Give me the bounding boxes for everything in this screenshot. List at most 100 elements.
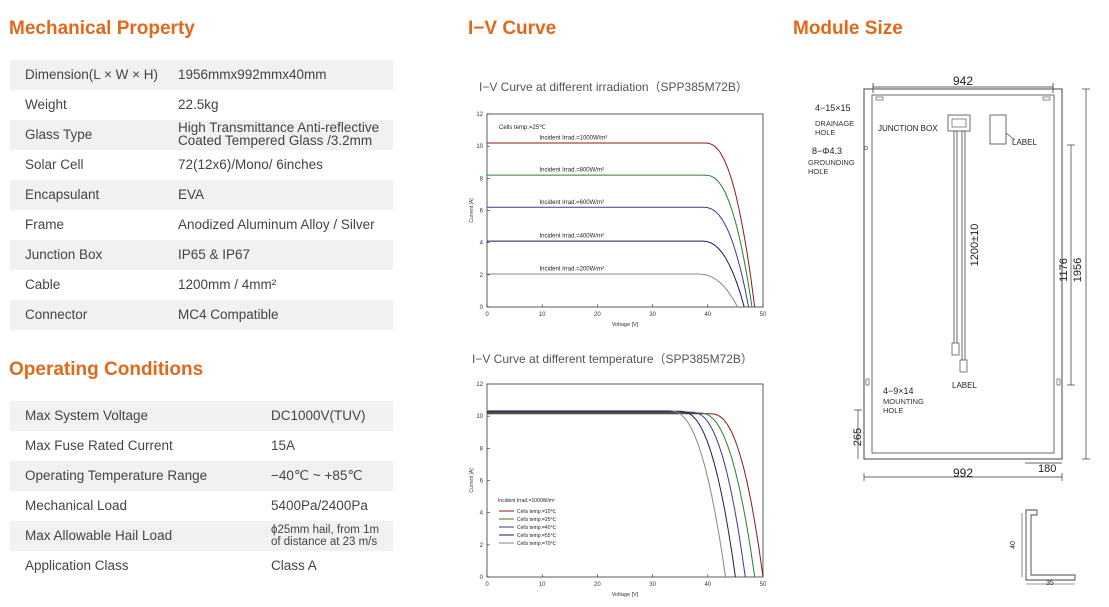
row-value-line: 1956mmx992mmx40mm: [178, 67, 327, 82]
table-row: Max Fuse Rated Current 15A: [10, 431, 393, 461]
row-value-line: 72(12x6)/Mono/ 6inches: [178, 157, 323, 172]
label-tag: LABEL: [1012, 138, 1037, 147]
legend-label: Cells temp.=40℃: [517, 525, 556, 531]
row-label: Encapsulant: [25, 187, 100, 202]
x-tick-label: 30: [649, 582, 656, 588]
junction-box-label: JUNCTION BOX: [878, 124, 938, 133]
row-value-line: ϕ25mm hail, from 1m: [271, 524, 380, 536]
x-tick-label: 50: [760, 312, 767, 318]
row-value: MC4 Compatible: [178, 307, 279, 322]
label-box-shape: [989, 114, 1007, 145]
legend-label: Cells temp.=25℃: [517, 517, 556, 523]
row-value: 5400Pa/2400Pa: [271, 498, 368, 513]
x-tick-label: 20: [594, 582, 601, 588]
y-tick-label: 12: [476, 112, 483, 118]
mechanical-title: Mechanical Property: [9, 18, 195, 39]
connector-left: [951, 342, 960, 356]
x-tick-label: 40: [704, 582, 711, 588]
row-label: Weight: [25, 97, 67, 112]
row-value-line: DC1000V(TUV): [271, 408, 366, 423]
table-row: Max System Voltage DC1000V(TUV): [10, 401, 393, 431]
row-value-line: 22.5kg: [178, 97, 219, 112]
row-label: Connector: [25, 307, 88, 322]
chart2-caption: I−V Curve at different temperature（SPP38…: [472, 352, 753, 366]
dim-265: 265: [852, 428, 864, 446]
row-value-line: 1200mm / 4mm²: [178, 277, 277, 292]
iv-title: I−V Curve: [468, 18, 557, 39]
grounding-label-2: GROUNDING: [808, 158, 855, 167]
dim-1176: 1176: [1058, 258, 1070, 282]
row-value-line: 15A: [271, 438, 296, 453]
legend-label: Cells temp.=55℃: [517, 533, 556, 539]
y-tick-label: 2: [480, 543, 484, 549]
chart1-caption: I−V Curve at different irradiation（SPP38…: [479, 80, 748, 94]
row-value: ϕ25mm hail, from 1m of distance at 23 m/s: [271, 524, 379, 548]
profile-40: 40: [1010, 541, 1017, 549]
row-value: IP65 & IP67: [178, 247, 250, 262]
series-line: [487, 412, 756, 578]
chart-annotation: Incident Irrad.=1000W/m²: [498, 498, 555, 504]
drainage-label-3: HOLE: [815, 128, 835, 137]
series-label: Incident Irrad.=800W/m²: [539, 168, 604, 174]
table-row: Cable 1200mm / 4mm²: [10, 270, 393, 300]
dim-180: 180: [1038, 463, 1056, 475]
row-value: −40℃ ~ +85℃: [271, 468, 363, 484]
dim-1956: 1956: [1072, 258, 1084, 282]
grounding-label: 8−Φ4.3: [812, 146, 842, 156]
series-line: [487, 410, 726, 578]
operating-title: Operating Conditions: [9, 359, 204, 380]
y-tick-label: 0: [480, 305, 484, 311]
row-value-line: MC4 Compatible: [178, 307, 279, 322]
y-tick-label: 8: [480, 176, 484, 182]
series-label: Incident Irrad.=600W/m²: [539, 200, 604, 206]
y-tick-label: 2: [480, 273, 484, 279]
row-label: Application Class: [25, 558, 129, 573]
row-value-line: 5400Pa/2400Pa: [271, 498, 368, 513]
dim-992: 992: [953, 466, 973, 480]
x-axis-label: Voltage [V]: [612, 592, 639, 598]
table-row: Mechanical Load 5400Pa/2400Pa: [10, 491, 393, 521]
table-row: Encapsulant EVA: [10, 180, 393, 210]
table-row: Weight 22.5kg: [10, 90, 393, 120]
row-label: Mechanical Load: [25, 498, 128, 513]
table-row: Junction Box IP65 & IP67: [10, 240, 393, 270]
drainage-label: 4−15×15: [815, 103, 851, 113]
row-value: Anodized Aluminum Alloy / Silver: [178, 217, 375, 232]
y-tick-label: 12: [476, 382, 483, 388]
row-value-line: of distance at 23 m/s: [271, 536, 378, 548]
x-tick-label: 0: [485, 582, 489, 588]
operating-table: Max System Voltage DC1000V(TUV) Max Fuse R…: [10, 401, 393, 581]
y-tick-label: 10: [476, 414, 483, 420]
row-value: 22.5kg: [178, 97, 219, 112]
y-axis-label: Current [A]: [469, 198, 475, 223]
row-value: High Transmittance Anti-reflective Coated…: [178, 121, 379, 147]
module-drawing: 942 4−15×15 DRAINAGE HOLE JUNCTION BOX L…: [808, 74, 1090, 587]
table-row: Max Allowable Hail Load ϕ25mm hail, from …: [10, 521, 393, 551]
table-row: Application Class Class A: [10, 551, 393, 581]
y-tick-label: 4: [480, 241, 484, 247]
series-line: [487, 142, 756, 308]
y-tick-label: 0: [480, 575, 484, 581]
y-tick-label: 6: [480, 209, 484, 215]
label-tag-2: LABEL: [952, 381, 977, 390]
row-label: Operating Temperature Range: [25, 468, 208, 483]
row-label: Dimension(L × W × H): [25, 67, 159, 82]
row-value-line: Class A: [271, 558, 317, 573]
y-tick-label: 10: [476, 144, 483, 150]
drainage-label-2: DRAINAGE: [815, 119, 854, 128]
x-tick-label: 50: [760, 582, 767, 588]
panel-inner: [871, 94, 1055, 454]
series-label: Incident Irrad.=1000W/m²: [539, 135, 607, 141]
table-row: Dimension(L × W × H) 1956mmx992mmx40mm: [10, 60, 393, 90]
row-label: Cable: [25, 277, 61, 292]
mechanical-table: Dimension(L × W × H) 1956mmx992mmx40mm Wei…: [10, 60, 393, 330]
frame-profile: [1025, 509, 1076, 581]
row-value-line: IP65 & IP67: [178, 247, 251, 262]
x-tick-label: 10: [539, 312, 546, 318]
series-line: [487, 273, 739, 308]
panel-outline: [863, 88, 1063, 460]
x-tick-label: 10: [539, 582, 546, 588]
cable-length: 1200±10: [969, 224, 981, 267]
row-label: Max Fuse Rated Current: [25, 438, 173, 453]
row-label: Junction Box: [25, 247, 103, 262]
